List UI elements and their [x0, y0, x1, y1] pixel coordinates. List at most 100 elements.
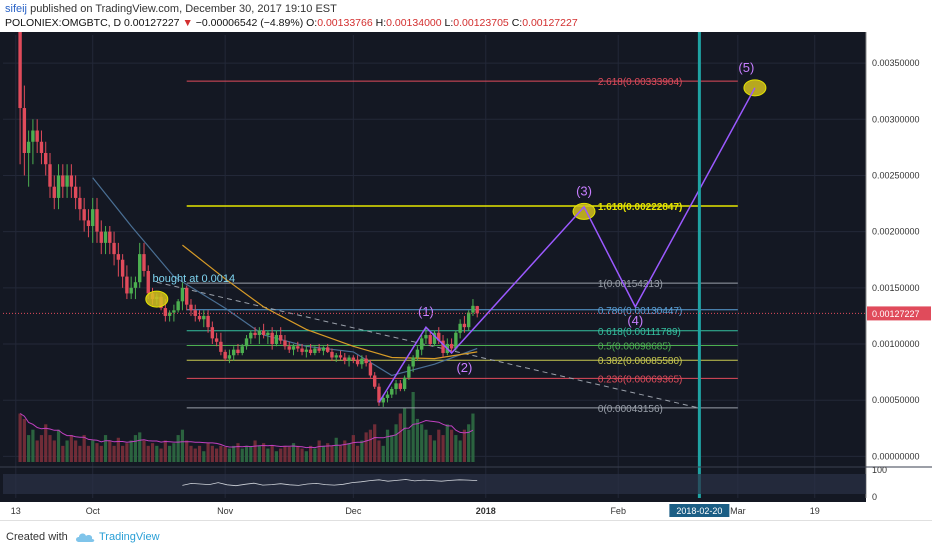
highlight-ellipse [145, 290, 169, 308]
candle [330, 348, 334, 361]
candle-body [146, 270, 150, 294]
volume-bar [236, 443, 240, 462]
candle [261, 323, 266, 339]
rsi-line [182, 479, 478, 487]
tradingview-brand-link[interactable]: TradingView [99, 531, 160, 543]
volume-bar [411, 392, 415, 462]
volume-bar [108, 440, 112, 462]
y-tick-label: 0.00150000 [872, 283, 920, 293]
candle [236, 344, 240, 356]
candle-body [308, 349, 313, 354]
candle-body [313, 348, 317, 354]
candle [167, 310, 172, 322]
candle [458, 319, 462, 339]
volume-bar [129, 440, 133, 462]
candle [313, 346, 317, 356]
x-tick-label: Mar [730, 506, 746, 516]
candle [415, 346, 420, 361]
candle [343, 353, 347, 365]
candle-body [167, 312, 172, 316]
candle [39, 130, 44, 165]
volume-bar [219, 445, 223, 462]
volume-bar [61, 445, 65, 462]
candle-body [398, 383, 403, 389]
y-tick-label: 0.00250000 [872, 170, 920, 180]
candle-body [287, 346, 291, 350]
date-marker-badge [669, 504, 730, 517]
volume-bar [125, 443, 129, 462]
candle-body [449, 344, 454, 349]
candle [197, 310, 202, 322]
moving-average-slow [182, 244, 478, 360]
volume-bar [415, 418, 420, 462]
candle [78, 186, 82, 221]
y-tick-label: 0.00300000 [872, 114, 920, 124]
candle [287, 341, 291, 354]
volume-bar [99, 445, 103, 462]
candle-body [390, 388, 394, 395]
volume-bar [343, 440, 347, 462]
x-tick-label: 2018 [476, 506, 496, 516]
volume-bar [74, 440, 78, 462]
candle [112, 231, 116, 266]
volume-bar [202, 451, 206, 462]
candle-body [176, 301, 180, 311]
fib-label-0: 0(0.00043156) [598, 404, 663, 415]
candle [364, 355, 368, 367]
x-tick-label: Dec [345, 506, 362, 516]
candle [214, 332, 219, 347]
candle [424, 327, 428, 345]
x-tick-label: Nov [217, 506, 234, 516]
volume-bar [467, 424, 471, 462]
volume-bar [197, 445, 202, 462]
volume-bar [193, 448, 197, 462]
wave-label: (3) [576, 184, 592, 199]
candle [407, 364, 411, 380]
volume-bar [390, 435, 394, 462]
price-chart[interactable]: 0.00350000 0.00300000 0.00250000 0.00200000… [0, 32, 932, 520]
candle-body [142, 254, 146, 271]
candle [338, 350, 343, 360]
volume-bar [420, 424, 424, 462]
volume-bar [407, 429, 411, 462]
volume-bar [27, 435, 31, 462]
candle-body [296, 346, 300, 349]
candle [411, 355, 415, 373]
wave-label: (1) [418, 304, 434, 319]
candle-body [253, 332, 257, 336]
volume-bar [82, 435, 86, 462]
candle-body [185, 287, 189, 305]
elliott-wave-path [378, 87, 756, 403]
candle [441, 335, 445, 358]
candle-body [223, 351, 227, 359]
candle-body [304, 349, 309, 352]
candle [180, 282, 185, 311]
candle-body [214, 338, 219, 342]
volume-bar [91, 440, 95, 462]
candle-body [249, 332, 253, 339]
y-tick-label: 0.00350000 [872, 58, 920, 68]
author-link[interactable]: sifeij [5, 3, 28, 15]
candle-body [206, 315, 210, 328]
x-tick-label: 19 [810, 506, 820, 516]
candle [189, 299, 193, 316]
volume-bar [355, 445, 360, 462]
candle [91, 197, 95, 243]
volume-bar [155, 445, 159, 462]
volume-bar [351, 435, 355, 462]
volume-bar [270, 445, 274, 462]
candle-body [138, 254, 142, 283]
y-tick-label: 0.00050000 [872, 395, 920, 405]
candle-body [424, 335, 428, 339]
candle [22, 85, 27, 176]
candle [437, 327, 441, 345]
volume-bar [35, 440, 39, 462]
fib-label-0-382: 0.382(0.00085580) [598, 356, 683, 367]
volume-bar [142, 440, 146, 462]
candle [462, 315, 467, 333]
volume-bar [138, 432, 142, 462]
candle [82, 197, 86, 232]
candle [176, 299, 180, 313]
volume-bar [65, 440, 69, 462]
candle [308, 344, 313, 356]
